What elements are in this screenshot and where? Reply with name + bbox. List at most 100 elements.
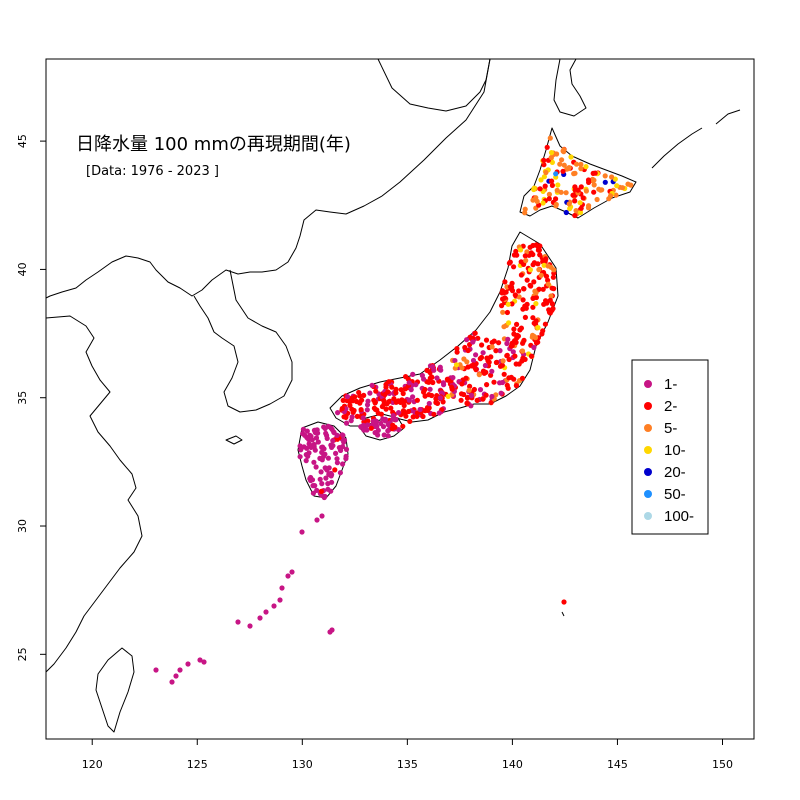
station-point [572, 212, 578, 219]
station-point [561, 599, 567, 605]
station-point [310, 490, 316, 496]
station-point [325, 455, 331, 461]
station-point [500, 296, 506, 302]
station-point [465, 347, 471, 354]
station-point [331, 430, 337, 436]
station-point [536, 267, 542, 273]
station-point [400, 390, 406, 397]
station-point [499, 362, 505, 368]
station-point [313, 464, 319, 470]
station-point [454, 346, 460, 352]
station-point [318, 469, 324, 475]
station-point [482, 362, 488, 369]
station-point [311, 459, 317, 465]
station-point [499, 290, 505, 296]
station-point [401, 402, 407, 409]
station-point [619, 185, 626, 191]
station-point [511, 338, 518, 344]
station-point [518, 272, 525, 278]
station-point [382, 391, 388, 398]
station-point [548, 293, 554, 299]
station-point [541, 157, 547, 163]
station-point [572, 170, 578, 176]
station-point [546, 191, 553, 197]
station-point [548, 154, 554, 161]
station-point [510, 349, 516, 355]
station-point [406, 380, 412, 386]
station-point [343, 446, 350, 452]
station-point [496, 340, 502, 346]
legend-swatch [644, 490, 652, 498]
station-point [528, 353, 535, 359]
coastline-primorye [45, 58, 491, 299]
station-point [530, 242, 536, 249]
station-point [534, 243, 540, 249]
coastline-kyushu [297, 421, 349, 499]
station-point [542, 183, 548, 189]
legend-label: 100- [664, 508, 694, 525]
station-point [499, 303, 505, 309]
station-point [547, 310, 553, 316]
station-point [390, 422, 396, 428]
station-point [473, 352, 479, 358]
station-point [462, 344, 468, 351]
station-point [541, 174, 548, 180]
station-point [354, 398, 360, 405]
station-point [513, 361, 519, 367]
station-point [357, 393, 363, 399]
station-point [489, 368, 495, 374]
station-point [602, 173, 608, 179]
station-point [365, 418, 371, 424]
station-point [493, 348, 499, 354]
station-point [470, 335, 476, 341]
station-point [430, 364, 436, 370]
station-point [488, 400, 494, 406]
station-point [477, 387, 484, 393]
coastline-russia [377, 58, 491, 112]
station-point [436, 410, 442, 416]
station-point [473, 367, 479, 373]
station-point [521, 261, 527, 267]
station-point [421, 389, 427, 395]
station-point [549, 178, 555, 184]
legend-label: 1- [664, 376, 677, 393]
station-point [340, 461, 346, 467]
station-point [368, 425, 374, 431]
coastline-kurils [651, 109, 741, 169]
station-point [522, 253, 528, 259]
legend-swatch [644, 512, 652, 520]
station-point [548, 150, 555, 156]
station-point [364, 402, 371, 408]
station-point [483, 392, 489, 398]
station-point [577, 209, 584, 216]
station-point [504, 340, 510, 347]
station-point [602, 179, 608, 185]
station-point [498, 390, 504, 396]
station-point [361, 392, 367, 398]
legend-swatch [644, 446, 652, 454]
station-point [549, 182, 556, 188]
station-point [367, 390, 373, 396]
station-point [311, 441, 317, 448]
station-point [315, 430, 321, 436]
station-point [349, 414, 355, 420]
station-point [304, 428, 310, 434]
station-point [467, 383, 473, 389]
station-point [549, 285, 555, 291]
x-tick-label: 130 [292, 758, 313, 771]
station-point [578, 166, 584, 172]
station-point [565, 166, 572, 172]
station-point [549, 159, 556, 165]
station-point [545, 281, 551, 287]
station-point [437, 395, 443, 401]
map-subtitle: [Data: 1976 - 2023 ] [86, 164, 219, 179]
station-point [325, 486, 331, 492]
station-point [512, 353, 518, 359]
station-point [551, 267, 557, 273]
station-point [464, 359, 470, 365]
station-point [563, 190, 569, 196]
station-point [532, 335, 539, 341]
station-point [489, 393, 495, 400]
station-point [330, 438, 336, 444]
station-point [410, 394, 416, 400]
